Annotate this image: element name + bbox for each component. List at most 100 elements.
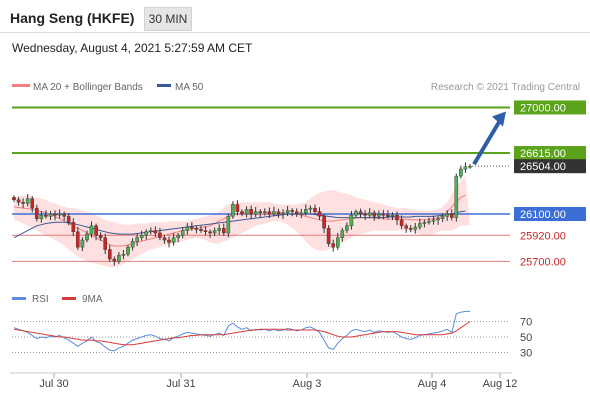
candle-body — [240, 211, 244, 215]
axis-tick-label: Jul 30 — [39, 378, 68, 390]
candle-body — [231, 204, 235, 217]
level-label: 26615.00 — [520, 148, 566, 160]
rsi-tick-label: 50 — [520, 332, 532, 344]
level-label: 26504.00 — [520, 161, 566, 173]
candle-body — [35, 207, 39, 220]
header-divider — [0, 32, 590, 33]
candle-body — [440, 216, 445, 219]
candle-body — [336, 237, 340, 248]
candle-body — [349, 214, 354, 227]
rsi-tick-label: 70 — [520, 317, 532, 329]
candle-body — [221, 227, 226, 234]
candle-body — [354, 211, 358, 216]
candle-body — [148, 230, 153, 233]
ma20-legend-label: MA 20 + Bollinger Bands — [33, 82, 143, 93]
candle-body — [340, 230, 345, 238]
candle-body — [413, 226, 418, 230]
level-badge — [514, 159, 586, 174]
candle-body — [21, 201, 25, 204]
candle-body — [176, 235, 181, 238]
candle-body — [48, 213, 53, 217]
candle-body — [226, 216, 231, 234]
forecast-arrow-head — [492, 111, 506, 127]
candle-body — [267, 211, 272, 215]
candle-body — [331, 243, 336, 248]
ma20-line — [13, 194, 466, 247]
candle-body — [276, 211, 281, 215]
candle-body — [299, 212, 304, 215]
candle-body — [345, 225, 349, 231]
candle-body — [185, 226, 190, 231]
candle-body — [94, 225, 98, 236]
candle-body — [431, 219, 436, 222]
timeframe-badge[interactable]: 30 MIN — [144, 7, 192, 31]
candle-body — [25, 198, 30, 204]
level-label: 25700.00 — [520, 256, 566, 268]
candle-body — [30, 198, 35, 209]
candle-body — [459, 168, 463, 177]
candle-body — [167, 239, 171, 243]
candle-body — [294, 211, 299, 215]
ma9-legend-label: 9MA — [82, 294, 103, 305]
candle-body — [44, 214, 48, 217]
rsi-tick-label: 30 — [520, 348, 532, 360]
candle-body — [203, 230, 208, 233]
candle-body — [189, 226, 194, 229]
candle-body — [66, 216, 71, 223]
candle-body — [290, 210, 295, 212]
candle-body — [363, 213, 367, 216]
candle-body — [53, 213, 57, 216]
candle-body — [399, 219, 404, 226]
candle-body — [126, 246, 130, 255]
candle-body — [89, 225, 94, 235]
candle-body — [377, 213, 381, 217]
candle-body — [454, 175, 459, 218]
candle-body — [445, 213, 450, 217]
ma9-legend-swatch — [62, 297, 76, 300]
candle-body — [313, 207, 317, 212]
candle-body — [372, 212, 377, 217]
candle-body — [171, 237, 176, 243]
rsi-plot: 70 50 30 — [12, 310, 532, 360]
candle-body — [317, 211, 322, 217]
candle-body — [85, 233, 89, 241]
candle-body — [386, 214, 390, 217]
axis-tick-label: Aug 4 — [418, 378, 447, 390]
candle-body — [199, 229, 203, 231]
rsi-legend-label: RSI — [32, 294, 49, 305]
level-label: 27000.00 — [520, 102, 566, 114]
candle-body — [285, 210, 290, 213]
axis-tick-label: Aug 12 — [483, 378, 518, 390]
candle-body — [408, 227, 413, 230]
candle-body — [263, 211, 267, 214]
candle-body — [62, 213, 66, 217]
candle-body — [404, 225, 409, 229]
candle-body — [121, 253, 126, 256]
candle-body — [135, 237, 139, 242]
axis-tick-label: Jul 31 — [166, 378, 195, 390]
candle-body — [381, 213, 386, 216]
level-badge — [514, 100, 586, 115]
candle-body — [308, 207, 313, 210]
candle-body — [117, 255, 121, 262]
rsi-line — [13, 310, 470, 352]
candle-body — [39, 214, 44, 219]
candle-body — [217, 227, 222, 231]
candle-body — [253, 211, 258, 215]
report-datetime: Wednesday, August 4, 2021 5:27:59 AM CET — [12, 41, 253, 55]
candle-body — [326, 227, 331, 244]
candle-body — [80, 239, 85, 248]
level-label: 25920.00 — [520, 230, 566, 242]
ma50-line — [13, 210, 466, 239]
research-credit: Research © 2021 Trading Central — [431, 82, 580, 93]
candle-body — [304, 209, 308, 214]
candle-body — [468, 165, 472, 168]
candle-body — [281, 212, 285, 215]
level-label: 26100.00 — [520, 209, 566, 221]
candle-body — [367, 212, 372, 216]
ma50-legend-swatch — [157, 84, 171, 87]
candle-body — [112, 258, 117, 262]
rsi-ma9-line — [13, 321, 471, 346]
